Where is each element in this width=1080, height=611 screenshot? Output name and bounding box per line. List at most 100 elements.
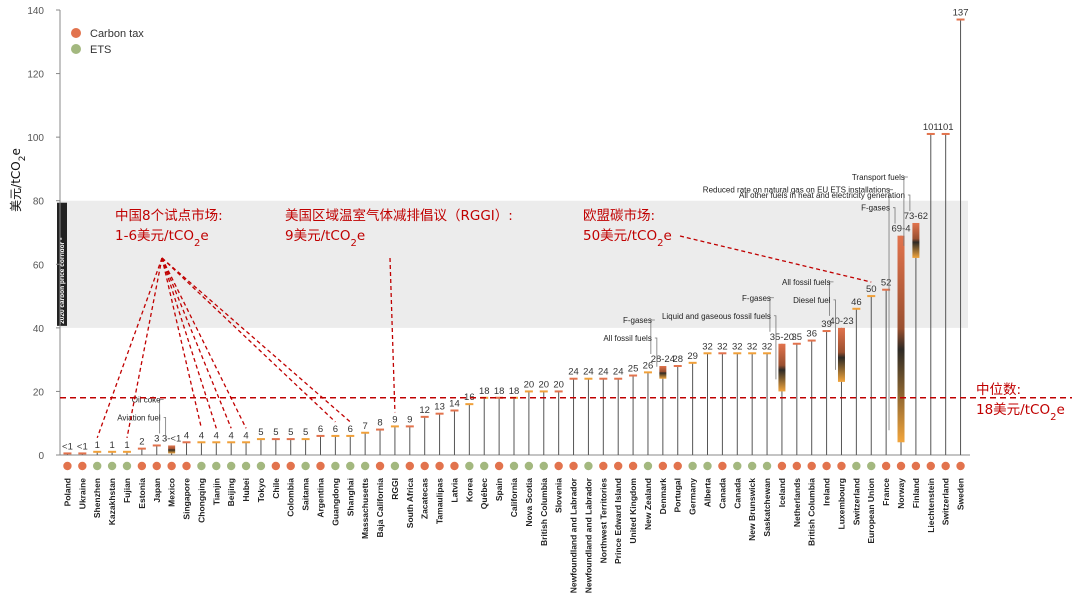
- category-marker: [599, 461, 608, 471]
- value-label: 7: [362, 421, 367, 432]
- category-marker: [122, 461, 132, 471]
- annotation-label: Diesel fuel: [793, 296, 831, 305]
- annotation-leader: [163, 417, 167, 442]
- category-label: France: [881, 478, 891, 506]
- category-label: Japan: [152, 478, 162, 503]
- range-bar: [168, 445, 176, 454]
- corridor-label-bg: [57, 202, 67, 326]
- note-connector: [126, 257, 163, 438]
- category-marker: [152, 461, 161, 471]
- category-label: Shanghai: [345, 478, 355, 516]
- bar-cap: [733, 352, 742, 355]
- bar-cap: [450, 409, 459, 412]
- bar-cap: [763, 352, 772, 355]
- category-marker: [584, 461, 593, 471]
- category-label: Poland: [62, 478, 72, 506]
- bar-cap: [182, 441, 191, 444]
- value-label: 26: [643, 360, 654, 371]
- category-label: Sweden: [956, 478, 966, 510]
- category-label: Saskatchewan: [762, 478, 772, 537]
- category-marker: [524, 461, 534, 471]
- category-label: Fujian: [122, 478, 132, 503]
- category-marker: [78, 461, 87, 471]
- category-marker: [182, 461, 191, 471]
- category-label: Guangdong: [330, 478, 340, 526]
- category-marker: [837, 461, 846, 471]
- value-label: 6: [333, 424, 338, 435]
- category-label: South Africa: [405, 478, 415, 528]
- category-label: Argentina: [315, 478, 325, 518]
- category-label: Massachusetts: [360, 478, 370, 539]
- category-marker: [390, 461, 400, 471]
- median-label: 中位数:: [976, 382, 1021, 398]
- value-label: 4: [184, 430, 189, 441]
- bar-cap: [286, 438, 295, 441]
- category-label: California: [509, 478, 519, 517]
- value-label: 36: [806, 329, 817, 340]
- value-label: 4: [199, 430, 204, 441]
- category-label: Finland: [911, 478, 921, 508]
- value-label: 50: [866, 284, 877, 295]
- category-label: Newfoundland and Labrador: [583, 477, 593, 593]
- category-label: Baja California: [375, 478, 385, 538]
- value-label: 25: [628, 364, 639, 375]
- bar-cap: [524, 390, 533, 393]
- category-marker: [420, 461, 429, 471]
- category-label: Kazakhstan: [107, 478, 117, 525]
- annotation-leader: [829, 281, 834, 316]
- annotation-label: Transport fuels: [852, 173, 905, 182]
- value-label: 20: [553, 379, 564, 390]
- annotation-label: Aviation fuel: [117, 413, 161, 422]
- category-marker: [271, 461, 281, 471]
- bar-cap: [78, 452, 87, 455]
- value-label: 12: [419, 405, 430, 416]
- category-marker: [703, 461, 712, 471]
- bar-cap: [197, 441, 206, 444]
- category-marker: [673, 461, 682, 471]
- category-marker: [852, 461, 861, 471]
- annotation-label: F-gases: [861, 204, 890, 213]
- category-label: Norway: [896, 478, 906, 509]
- note-connector: [161, 257, 247, 429]
- value-label: 40-23: [829, 316, 853, 327]
- bar-cap: [465, 403, 474, 406]
- bar-cap: [822, 330, 831, 333]
- category-label: British Columbia: [539, 478, 549, 546]
- category-marker: [286, 461, 295, 471]
- value-label: 16: [464, 392, 475, 403]
- corridor-label: 2020 carbon price corridor *: [59, 237, 66, 324]
- value-label: 32: [702, 341, 713, 352]
- category-marker: [658, 461, 668, 471]
- value-label: 69-4: [892, 224, 911, 235]
- value-label: 5: [303, 427, 308, 438]
- category-label: Canada: [717, 478, 727, 509]
- note-title: 欧盟碳市场:: [583, 207, 655, 224]
- annotation-leader: [903, 176, 908, 246]
- annotation-leader: [893, 207, 896, 224]
- value-label: 5: [258, 427, 263, 438]
- note-sub: 50美元/tCO2e: [583, 228, 672, 249]
- annotation-label: Liquid and gaseous fossil fuels: [662, 312, 771, 321]
- annotation-label: F-gases: [623, 316, 652, 325]
- category-marker: [241, 461, 251, 471]
- annotation-leader: [888, 189, 894, 431]
- category-label: Liechtenstein: [926, 478, 936, 533]
- category-marker: [226, 461, 236, 471]
- bar-cap: [405, 425, 414, 428]
- category-marker: [718, 461, 727, 471]
- value-label: 35-20: [770, 332, 794, 343]
- note-connector: [96, 257, 163, 439]
- category-label: Zacatecas: [420, 478, 430, 519]
- bar-cap: [614, 377, 623, 380]
- category-label: Germany: [688, 478, 698, 515]
- category-label: Alberta: [703, 478, 713, 508]
- category-marker: [301, 461, 310, 471]
- bar-cap: [376, 428, 385, 431]
- bar-cap: [956, 18, 965, 21]
- value-label: 3: [154, 433, 159, 444]
- bar-cap: [703, 352, 712, 355]
- category-marker: [792, 461, 802, 471]
- category-marker: [867, 461, 876, 471]
- legend-swatch-ets: [71, 44, 81, 54]
